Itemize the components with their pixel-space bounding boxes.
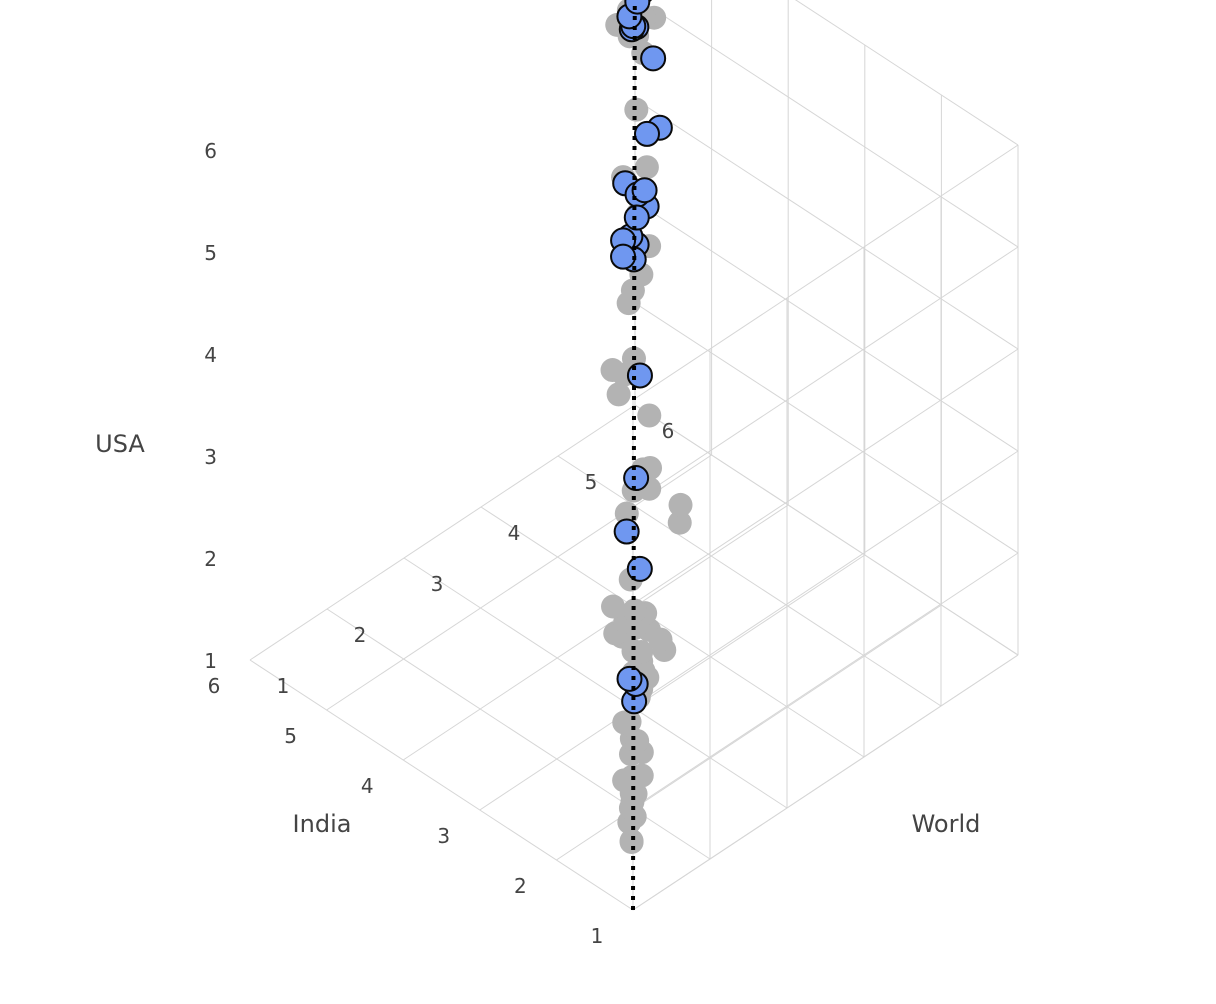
highlighted-point: [626, 362, 653, 389]
z-tick-label: 2: [204, 547, 217, 571]
x-tick-label: 2: [514, 874, 527, 898]
y-tick-label: 2: [354, 623, 367, 647]
highlighted-point: [616, 665, 643, 692]
gray-point: [612, 768, 637, 793]
highlighted-point: [610, 243, 637, 270]
gray-point: [667, 510, 692, 535]
grid-line: [632, 450, 1019, 707]
gray-point: [668, 492, 693, 517]
y-tick-label: 5: [585, 470, 598, 494]
z-axis-title: USA: [95, 430, 145, 458]
y-axis-title: World: [912, 810, 981, 838]
grid-line: [249, 659, 634, 911]
grid-line: [557, 455, 942, 707]
z-tick-label: 6: [204, 139, 217, 163]
data-points: [600, 0, 693, 854]
gray-point: [619, 829, 644, 854]
gray-point: [634, 155, 659, 180]
highlighted-point: [623, 465, 650, 492]
highlighted-point: [624, 0, 651, 15]
grid-line: [634, 98, 1019, 350]
axis-titles: India World USA: [95, 430, 980, 838]
y-tick-label: 3: [431, 572, 444, 596]
x-tick-label: 4: [361, 774, 374, 798]
x-tick-label: 3: [437, 824, 450, 848]
gray-point: [612, 710, 637, 735]
grid-line: [249, 404, 636, 661]
highlighted-point: [623, 204, 650, 231]
grid-line: [634, 200, 1019, 452]
grid-line: [632, 348, 1019, 605]
grid-line: [632, 654, 1019, 911]
y-tick-label: 6: [662, 419, 675, 443]
gray-point: [625, 728, 650, 753]
highlighted-point: [626, 555, 653, 582]
z-tick-label: 4: [204, 343, 217, 367]
x-tick-label: 6: [208, 674, 221, 698]
grid-line: [634, 302, 1019, 554]
grid-line: [638, 0, 1019, 248]
highlighted-point: [640, 45, 667, 72]
gray-point: [600, 358, 625, 383]
grid-line: [480, 506, 865, 758]
y-tick-label: 1: [277, 674, 290, 698]
y-tick-label: 4: [508, 521, 521, 545]
grid-line: [479, 554, 866, 811]
gray-point: [601, 594, 626, 619]
gray-point: [637, 403, 662, 428]
x-tick-label: 1: [591, 924, 604, 948]
gray-point: [622, 598, 647, 623]
grid-line: [402, 504, 789, 761]
z-tick-label: 5: [204, 241, 217, 265]
grid-line: [632, 552, 1019, 809]
highlighted-point: [631, 177, 658, 204]
x-tick-label: 5: [284, 724, 297, 748]
gray-point: [606, 382, 631, 407]
highlighted-point: [633, 120, 660, 147]
grid-line: [794, 0, 1019, 146]
grid-line: [634, 404, 1019, 656]
grid-line: [632, 144, 1019, 401]
x-axis-title: India: [293, 810, 352, 838]
gray-point: [648, 627, 673, 652]
z-tick-label: 3: [204, 445, 217, 469]
grid-line: [403, 557, 788, 809]
grid-line: [632, 246, 1019, 503]
z-tick-label: 1: [204, 649, 217, 673]
